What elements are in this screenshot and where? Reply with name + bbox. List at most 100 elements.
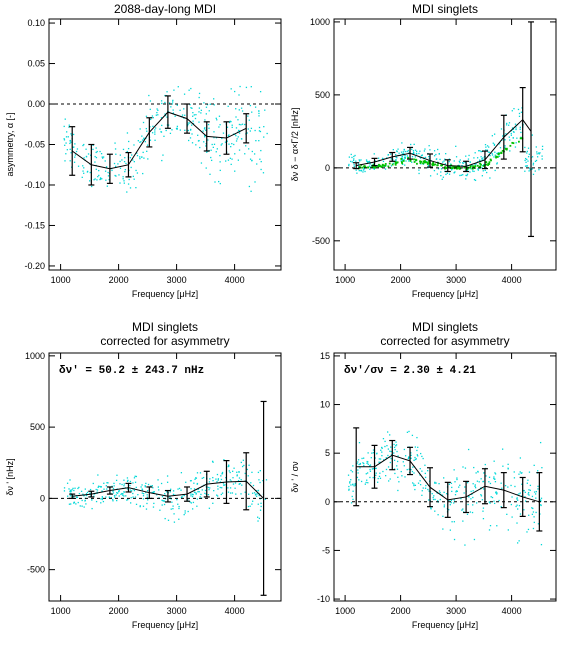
- scatter-point: [141, 484, 143, 486]
- x-axis-label: Frequency [μHz]: [412, 289, 478, 299]
- scatter-point: [493, 156, 495, 158]
- scatter-point: [82, 493, 84, 495]
- scatter-point: [390, 158, 392, 160]
- scatter-point: [389, 450, 391, 452]
- error-bar: [389, 439, 396, 471]
- scatter-point: [465, 174, 467, 177]
- scatter-point: [91, 499, 93, 501]
- scatter-point: [366, 160, 368, 162]
- scatter-point: [414, 156, 417, 158]
- scatter-point: [526, 165, 529, 167]
- scatter-point: [101, 490, 103, 492]
- scatter-point: [238, 471, 240, 473]
- scatter-point: [412, 150, 415, 152]
- scatter-point: [246, 468, 249, 471]
- scatter-point: [527, 479, 529, 481]
- error-bar: [203, 470, 210, 498]
- scatter-point: [528, 170, 530, 172]
- scatter-point: [419, 157, 422, 159]
- series2-point: [426, 163, 429, 165]
- scatter-point: [532, 173, 535, 176]
- error-bar: [444, 159, 451, 173]
- error-bar: [407, 146, 414, 160]
- scatter-point: [259, 91, 262, 93]
- scatter-point: [487, 151, 490, 153]
- scatter-point: [145, 115, 148, 117]
- scatter-point: [508, 122, 511, 124]
- scatter-point: [141, 135, 143, 137]
- series2-point: [485, 161, 488, 164]
- scatter-point: [507, 529, 509, 531]
- scatter-point: [525, 165, 528, 167]
- y-axis-label: δν δ − α×Γ/2 [nHz]: [290, 108, 300, 182]
- scatter-point: [520, 111, 523, 113]
- scatter-point: [154, 133, 156, 135]
- scatter-point: [443, 504, 446, 506]
- scatter-point: [476, 502, 478, 504]
- scatter-point: [428, 499, 430, 501]
- scatter-point: [204, 492, 206, 494]
- scatter-point: [70, 490, 73, 492]
- scatter-point: [347, 474, 350, 476]
- scatter-point: [81, 499, 83, 502]
- scatter-point: [470, 490, 472, 493]
- scatter-point: [190, 107, 192, 109]
- scatter-point: [128, 140, 130, 143]
- scatter-point: [235, 493, 237, 495]
- scatter-point: [112, 492, 115, 494]
- series2-point: [487, 162, 490, 165]
- scatter-point: [249, 158, 252, 160]
- scatter-point: [385, 468, 388, 471]
- series2-point: [388, 162, 391, 165]
- scatter-point: [353, 165, 355, 168]
- scatter-point: [348, 164, 350, 167]
- scatter-point: [163, 135, 165, 137]
- scatter-point: [531, 156, 534, 158]
- scatter-point: [404, 154, 406, 157]
- scatter-point: [427, 488, 429, 491]
- scatter-point: [86, 171, 89, 173]
- scatter-point: [151, 115, 154, 117]
- scatter-point: [69, 479, 71, 481]
- scatter-point: [132, 496, 134, 498]
- scatter-point: [215, 137, 218, 139]
- scatter-point: [147, 499, 149, 501]
- scatter-point: [68, 124, 70, 126]
- error-bar: [184, 103, 191, 134]
- scatter-point: [516, 498, 518, 500]
- scatter-point: [83, 172, 85, 174]
- series2-point: [378, 163, 380, 166]
- scatter-point: [355, 160, 357, 162]
- scatter-point: [227, 487, 229, 489]
- scatter-point: [200, 493, 202, 496]
- chart-annotation: δν' = 50.2 ± 243.7 nHz: [59, 365, 204, 377]
- scatter-point: [133, 477, 136, 479]
- scatter-point: [79, 505, 81, 507]
- scatter-point: [204, 119, 206, 121]
- scatter-point: [212, 146, 214, 149]
- scatter-point: [204, 136, 206, 138]
- scatter-point: [83, 495, 85, 497]
- scatter-point: [489, 502, 491, 504]
- scatter-point: [400, 151, 403, 153]
- scatter-point: [369, 464, 372, 466]
- scatter-point: [427, 165, 430, 167]
- scatter-point: [249, 104, 252, 107]
- scatter-point: [403, 448, 406, 451]
- scatter-point: [461, 165, 463, 167]
- scatter-point: [356, 172, 358, 174]
- series2-point: [374, 166, 377, 168]
- scatter-point: [153, 491, 155, 493]
- scatter-point: [172, 112, 175, 114]
- scatter-point: [438, 152, 440, 155]
- scatter-point: [406, 431, 409, 433]
- scatter-point: [389, 478, 391, 480]
- scatter-point: [191, 142, 194, 144]
- scatter-point: [235, 127, 238, 129]
- scatter-point: [157, 486, 159, 488]
- scatter-point: [132, 492, 134, 495]
- series2-point: [381, 163, 384, 166]
- scatter-point: [388, 480, 390, 482]
- scatter-point: [254, 181, 256, 183]
- error-bar: [389, 151, 396, 162]
